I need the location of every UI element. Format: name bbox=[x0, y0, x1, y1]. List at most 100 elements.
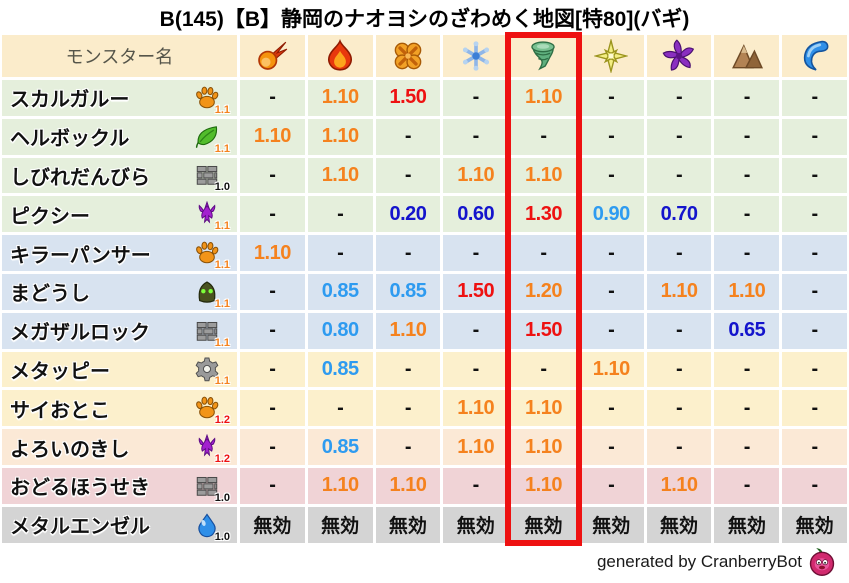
multiplier-value-cell: - bbox=[578, 157, 644, 194]
multiplier-value-cell: 1.50 bbox=[511, 312, 576, 349]
multiplier-value-cell: - bbox=[714, 235, 780, 271]
monster-row-name-cell: スカルガルー 1.1 bbox=[2, 80, 237, 116]
multiplier-value-cell: - bbox=[375, 390, 441, 427]
multiplier-value-cell: - bbox=[714, 80, 780, 116]
multiplier-value-cell: - bbox=[443, 312, 509, 349]
multiplier-value-cell: - bbox=[646, 235, 712, 271]
multiplier-value-cell: 0.85 bbox=[307, 351, 373, 388]
family-hood-icon: 1.1 bbox=[193, 278, 230, 309]
multiplier-value-cell: 無効 bbox=[443, 506, 509, 543]
multiplier-value-cell: - bbox=[375, 118, 441, 155]
multiplier-value-cell: - bbox=[307, 390, 373, 427]
multiplier-value-cell: 0.85 bbox=[307, 429, 373, 465]
family-multiplier: 1.1 bbox=[214, 103, 230, 116]
cranberry-monster-icon bbox=[807, 547, 837, 577]
multiplier-value-cell: - bbox=[646, 390, 712, 427]
multiplier-value-cell: - bbox=[375, 235, 441, 271]
multiplier-value-cell: 0.85 bbox=[307, 273, 373, 310]
multiplier-value-cell: 0.70 bbox=[646, 196, 712, 233]
monster-name: メガザルロック bbox=[10, 322, 150, 345]
element-header-tornado-icon bbox=[511, 35, 576, 77]
family-multiplier: 1.1 bbox=[214, 259, 230, 272]
monster-row-name-cell: よろいのきし 1.2 bbox=[2, 429, 237, 465]
multiplier-value-cell: - bbox=[782, 312, 847, 349]
multiplier-value-cell: 0.80 bbox=[307, 312, 373, 349]
multiplier-value-cell: 1.10 bbox=[714, 273, 780, 310]
multiplier-value-cell: - bbox=[646, 429, 712, 465]
multiplier-value-cell: - bbox=[714, 118, 780, 155]
multiplier-value-cell: - bbox=[240, 390, 305, 427]
monster-name: よろいのきし bbox=[10, 438, 130, 461]
multiplier-value-cell: - bbox=[782, 196, 847, 233]
family-multiplier: 1.0 bbox=[214, 181, 230, 194]
multiplier-value-cell: 1.10 bbox=[646, 273, 712, 310]
multiplier-value-cell: - bbox=[511, 235, 576, 271]
multiplier-value-cell: 1.30 bbox=[511, 196, 576, 233]
family-brick-icon: 1.0 bbox=[193, 472, 230, 503]
multiplier-value-cell: - bbox=[511, 118, 576, 155]
element-header-wave-icon bbox=[782, 35, 847, 77]
multiplier-value-cell: 無効 bbox=[646, 506, 712, 543]
multiplier-value-cell: 1.10 bbox=[307, 467, 373, 504]
monster-row-name-cell: メタルエンゼル 1.0 bbox=[2, 506, 237, 543]
multiplier-value-cell: 1.10 bbox=[511, 390, 576, 427]
multiplier-value-cell: - bbox=[240, 157, 305, 194]
multiplier-value-cell: 1.50 bbox=[443, 273, 509, 310]
multiplier-value-cell: - bbox=[240, 312, 305, 349]
monster-row-name-cell: メガザルロック 1.1 bbox=[2, 312, 237, 349]
multiplier-value-cell: 1.50 bbox=[375, 80, 441, 116]
monster-name: キラーパンサー bbox=[10, 244, 151, 267]
family-gear-icon: 1.1 bbox=[193, 355, 230, 387]
multiplier-value-cell: - bbox=[646, 118, 712, 155]
multiplier-value-cell: 1.10 bbox=[240, 235, 305, 271]
monster-row-name-cell: サイおとこ 1.2 bbox=[2, 390, 237, 427]
multiplier-value-cell: - bbox=[443, 467, 509, 504]
monster-name: ヘルボックル bbox=[10, 128, 130, 151]
multiplier-value-cell: - bbox=[240, 196, 305, 233]
multiplier-value-cell: 1.10 bbox=[646, 467, 712, 504]
multiplier-value-cell: - bbox=[782, 467, 847, 504]
element-header-pinwheel-icon bbox=[646, 35, 712, 77]
multiplier-value-cell: 0.90 bbox=[578, 196, 644, 233]
multiplier-value-cell: - bbox=[782, 118, 847, 155]
multiplier-value-cell: 無効 bbox=[307, 506, 373, 543]
multiplier-value-cell: 1.10 bbox=[443, 390, 509, 427]
multiplier-value-cell: 無効 bbox=[782, 506, 847, 543]
monster-weakness-table: モンスター名 スカルガルー 1.1-1.10 1.50-1.10- - - - ヘルボックル… bbox=[2, 35, 847, 543]
multiplier-value-cell: 1.10 bbox=[307, 80, 373, 116]
multiplier-value-cell: 1.10 bbox=[443, 429, 509, 465]
multiplier-value-cell: - bbox=[782, 351, 847, 388]
multiplier-value-cell: - bbox=[782, 390, 847, 427]
multiplier-value-cell: - bbox=[646, 157, 712, 194]
multiplier-value-cell: - bbox=[578, 467, 644, 504]
multiplier-value-cell: - bbox=[714, 196, 780, 233]
page-title: B(145)【B】静岡のナオヨシのざわめく地図[特80](バギ) bbox=[159, 8, 690, 31]
multiplier-value-cell: - bbox=[714, 351, 780, 388]
multiplier-value-cell: - bbox=[578, 118, 644, 155]
family-multiplier: 1.1 bbox=[214, 375, 230, 388]
element-header-fireball-icon bbox=[240, 35, 305, 77]
credit-caption: generated by CranberryBot bbox=[597, 547, 837, 577]
multiplier-value-cell: - bbox=[578, 390, 644, 427]
multiplier-value-cell: - bbox=[578, 80, 644, 116]
multiplier-value-cell: - bbox=[240, 273, 305, 310]
family-multiplier: 1.1 bbox=[214, 220, 230, 233]
family-multiplier: 1.2 bbox=[214, 453, 230, 466]
element-header-snowflake-icon bbox=[443, 35, 509, 77]
multiplier-value-cell: - bbox=[443, 80, 509, 116]
family-trident-icon: 1.1 bbox=[193, 200, 230, 232]
monster-name: サイおとこ bbox=[10, 399, 110, 422]
multiplier-value-cell: - bbox=[511, 351, 576, 388]
multiplier-value-cell: 1.10 bbox=[307, 118, 373, 155]
multiplier-value-cell: - bbox=[782, 157, 847, 194]
multiplier-value-cell: 1.10 bbox=[443, 157, 509, 194]
credit-text: generated by CranberryBot bbox=[596, 552, 802, 571]
element-header-sparkle-icon bbox=[578, 35, 644, 77]
multiplier-value-cell: - bbox=[307, 196, 373, 233]
monster-name: メタルエンゼル bbox=[10, 516, 150, 539]
multiplier-value-cell: - bbox=[714, 429, 780, 465]
multiplier-value-cell: - bbox=[578, 273, 644, 310]
family-paw-icon: 1.2 bbox=[193, 394, 230, 426]
family-multiplier: 1.0 bbox=[214, 530, 230, 543]
multiplier-value-cell: - bbox=[578, 429, 644, 465]
